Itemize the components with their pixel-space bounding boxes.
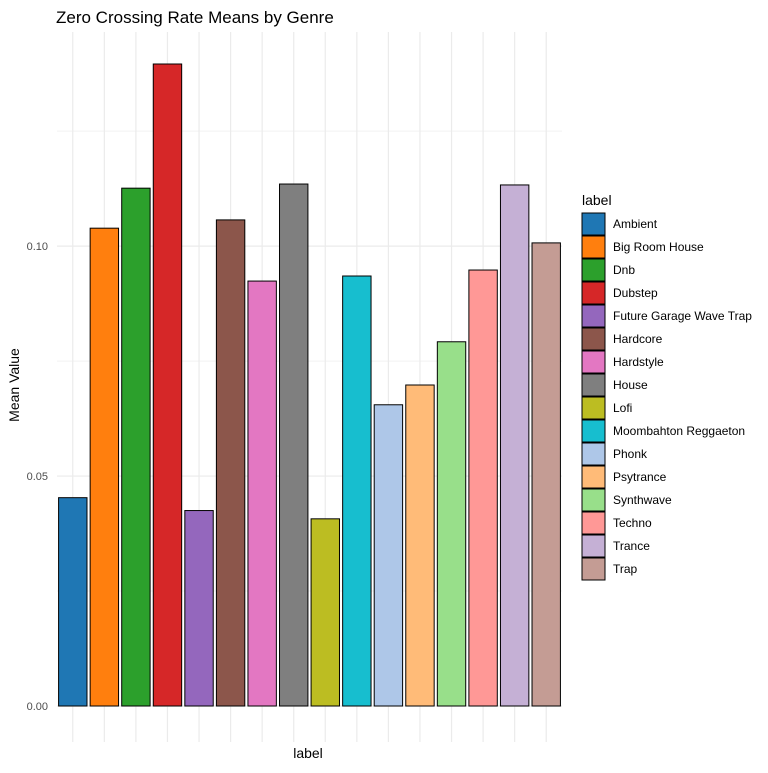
legend-label: Big Room House — [613, 240, 704, 254]
bar-psytrance — [405, 384, 435, 707]
y-tick-label: 0.00 — [27, 701, 48, 713]
legend-key — [581, 350, 606, 374]
bar-trance — [499, 184, 530, 707]
legend-key — [581, 419, 606, 443]
legend-label: Trap — [613, 562, 638, 576]
legend-key — [581, 396, 606, 420]
bar-hardcore — [215, 219, 246, 707]
legend-label: Future Garage Wave Trap — [613, 309, 752, 323]
bar-trap — [531, 242, 561, 707]
bar-future-garage-wave-trap — [184, 510, 214, 707]
legend-key — [581, 235, 606, 259]
legend-label: Trance — [613, 539, 650, 553]
legend-label: Synthwave — [613, 493, 672, 507]
y-tick-label: 0.10 — [27, 241, 48, 253]
legend-title: label — [582, 192, 612, 208]
legend-label: Moombahton Reggaeton — [613, 424, 745, 438]
legend-key — [581, 511, 606, 535]
legend-label: Dubstep — [613, 286, 658, 300]
bar-synthwave — [436, 341, 467, 707]
legend-key — [581, 488, 606, 512]
bars — [58, 63, 561, 707]
legend-label: Dnb — [613, 263, 635, 277]
legend-label: Techno — [613, 516, 652, 530]
bar-big-room-house — [89, 227, 120, 707]
chart-title: Zero Crossing Rate Means by Genre — [56, 8, 334, 27]
legend-label: House — [613, 378, 648, 392]
bar-house — [279, 183, 309, 707]
legend-label: Lofi — [613, 401, 632, 415]
legend-label: Phonk — [613, 447, 648, 461]
legend-key — [581, 258, 606, 282]
legend-key — [581, 327, 606, 351]
legend-label: Psytrance — [613, 470, 667, 484]
legend-label: Hardcore — [613, 332, 663, 346]
legend-key — [581, 304, 606, 328]
bar-ambient — [58, 497, 88, 707]
y-axis-label: Mean Value — [6, 348, 22, 422]
bar-moombahton-reggaeton — [342, 275, 372, 707]
bar-phonk — [373, 404, 404, 707]
y-tick-label: 0.05 — [27, 471, 48, 483]
legend-label: Hardstyle — [613, 355, 664, 369]
y-axis-ticks: 0.00 0.05 0.10 — [27, 241, 48, 713]
legend-key — [581, 465, 606, 489]
legend-key — [581, 373, 606, 397]
legend-key — [581, 557, 606, 581]
bar-lofi — [310, 518, 340, 707]
bar-dnb — [121, 187, 151, 707]
bar-hardstyle — [247, 280, 277, 707]
legend: label Ambient Big Room House Dnb Dubstep Fut… — [581, 192, 752, 581]
legend-label: Ambient — [613, 217, 658, 231]
x-axis-label: label — [293, 745, 323, 761]
bar-techno — [468, 269, 498, 707]
bar-dubstep — [152, 63, 183, 707]
legend-key — [581, 442, 606, 466]
legend-key — [581, 212, 606, 236]
legend-key — [581, 534, 606, 558]
legend-key — [581, 281, 606, 305]
